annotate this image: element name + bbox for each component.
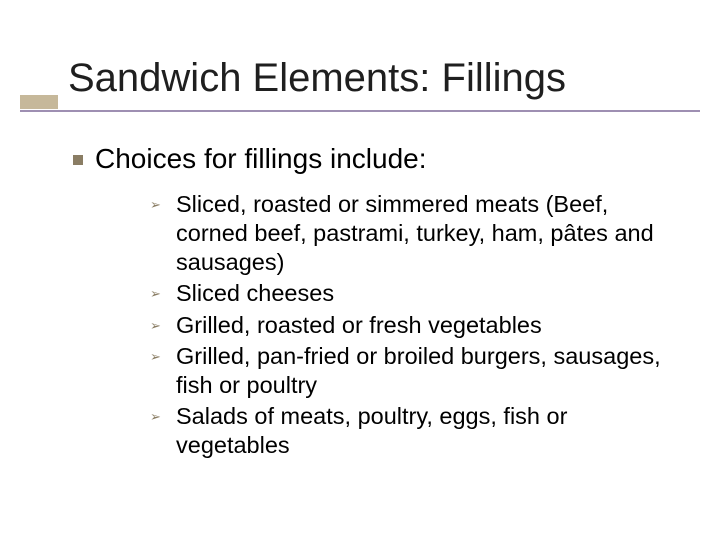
chevron-icon: ➢ <box>150 318 161 334</box>
level1-bullet: Choices for fillings include: <box>95 143 675 175</box>
chevron-icon: ➢ <box>150 349 161 365</box>
chevron-icon: ➢ <box>150 409 161 425</box>
title-underline <box>20 110 700 112</box>
list-item: ➢ Sliced cheeses <box>150 279 680 308</box>
list-item-text: Sliced, roasted or simmered meats (Beef,… <box>176 190 680 277</box>
slide-title: Sandwich Elements: Fillings <box>68 56 566 101</box>
list-item: ➢ Grilled, pan-fried or broiled burgers,… <box>150 342 680 400</box>
chevron-icon: ➢ <box>150 197 161 213</box>
list-item-text: Grilled, roasted or fresh vegetables <box>176 311 680 340</box>
list-item-text: Sliced cheeses <box>176 279 680 308</box>
square-bullet-icon <box>73 155 83 165</box>
accent-bar <box>20 95 58 109</box>
list-item: ➢ Sliced, roasted or simmered meats (Bee… <box>150 190 680 277</box>
list-item: ➢ Salads of meats, poultry, eggs, fish o… <box>150 402 680 460</box>
list-item-text: Grilled, pan-fried or broiled burgers, s… <box>176 342 680 400</box>
list-item-text: Salads of meats, poultry, eggs, fish or … <box>176 402 680 460</box>
list-item: ➢ Grilled, roasted or fresh vegetables <box>150 311 680 340</box>
level2-list: ➢ Sliced, roasted or simmered meats (Bee… <box>150 190 680 462</box>
level1-text: Choices for fillings include: <box>95 143 675 175</box>
slide: Sandwich Elements: Fillings Choices for … <box>0 0 720 540</box>
chevron-icon: ➢ <box>150 286 161 302</box>
